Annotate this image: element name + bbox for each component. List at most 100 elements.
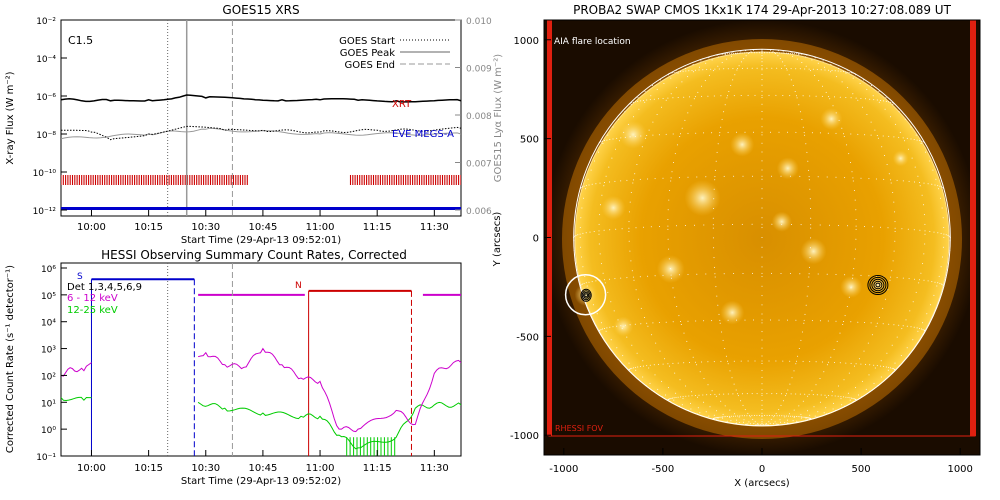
grid-dot xyxy=(817,176,819,178)
grid-dot xyxy=(681,81,683,83)
grid-dot xyxy=(832,391,833,393)
grid-dot xyxy=(761,118,763,120)
grid-dot xyxy=(761,134,763,136)
hessi-x-tick-label: 11:00 xyxy=(306,463,335,474)
grid-dot xyxy=(617,319,619,321)
grid-dot xyxy=(830,64,832,65)
grid-dot xyxy=(703,320,705,322)
grid-dot xyxy=(940,197,941,199)
grid-dot xyxy=(809,247,811,249)
grid-dot xyxy=(747,360,749,362)
grid-dot xyxy=(890,179,892,181)
grid-dot xyxy=(893,368,894,370)
grid-dot xyxy=(633,279,635,281)
grid-dot xyxy=(852,397,854,399)
grid-dot xyxy=(683,96,685,98)
grid-dot xyxy=(838,119,840,121)
grid-dot xyxy=(676,144,678,146)
grid-dot xyxy=(791,224,792,225)
grid-dot xyxy=(880,360,882,362)
grid-dot xyxy=(681,404,683,406)
grid-dot xyxy=(697,91,699,93)
grid-dot xyxy=(694,395,696,396)
grid-dot xyxy=(761,79,763,81)
grid-dot xyxy=(799,273,801,275)
grid-dot xyxy=(900,355,902,357)
grid-dot xyxy=(586,285,588,287)
grid-dot xyxy=(936,285,938,287)
grid-dot xyxy=(941,186,943,188)
grid-dot xyxy=(685,385,687,387)
grid-dot xyxy=(723,53,725,55)
grid-dot xyxy=(680,133,681,135)
grid-dot xyxy=(751,52,753,54)
grid-dot xyxy=(724,405,726,407)
grid-dot xyxy=(806,295,808,297)
grid-dot xyxy=(782,61,784,63)
grid-dot xyxy=(885,366,887,368)
grid-dot xyxy=(725,416,727,418)
grid-dot xyxy=(753,52,755,54)
legend-goes-start: GOES Start xyxy=(339,36,395,47)
grid-dot xyxy=(794,91,796,92)
grid-dot xyxy=(916,139,918,141)
goes-y-tick-label: 10⁻⁶ xyxy=(36,93,56,103)
grid-dot xyxy=(600,329,602,331)
hessi-plot-frame xyxy=(60,262,462,457)
grid-dot xyxy=(631,270,633,272)
grid-dot xyxy=(808,393,810,395)
grid-dot xyxy=(850,162,851,163)
grid-dot xyxy=(925,151,926,153)
grid-dot xyxy=(761,197,763,199)
grid-dot xyxy=(598,223,600,225)
grid-dot xyxy=(687,320,689,322)
grid-dot xyxy=(825,407,827,409)
grid-dot xyxy=(848,372,850,374)
grid-dot xyxy=(672,72,673,74)
grid-dot xyxy=(847,392,849,394)
grid-dot xyxy=(827,132,829,134)
grid-dot xyxy=(732,393,734,395)
grid-dot xyxy=(763,424,765,426)
swap-image xyxy=(544,20,980,455)
grid-dot xyxy=(825,91,827,93)
grid-dot xyxy=(748,415,750,417)
grid-dot xyxy=(883,366,885,367)
grid-dot xyxy=(654,374,656,376)
grid-dot xyxy=(752,272,753,274)
goes-y-tick-label: 10⁻¹² xyxy=(33,207,57,217)
grid-dot xyxy=(922,263,924,265)
active-region-contours xyxy=(867,275,889,295)
grid-dot xyxy=(743,421,744,423)
grid-dot xyxy=(844,315,846,317)
grid-dot xyxy=(672,362,674,364)
grid-dot xyxy=(800,339,802,341)
grid-dot xyxy=(680,396,681,398)
grid-dot xyxy=(723,393,725,395)
grid-dot xyxy=(753,415,755,416)
grid-dot xyxy=(793,409,795,411)
grid-dot xyxy=(730,55,732,57)
goes-y-label-right: GOES15 Lyα Flux (W m⁻²) xyxy=(493,54,504,182)
grid-dot xyxy=(907,228,909,230)
grid-dot xyxy=(690,402,691,404)
grid-dot xyxy=(780,421,781,423)
grid-dot xyxy=(688,70,690,72)
grid-dot xyxy=(643,226,644,228)
grid-dot xyxy=(691,69,693,71)
grid-dot xyxy=(609,229,611,231)
grid-dot xyxy=(670,397,672,399)
goes-x-tick-label: 11:30 xyxy=(420,222,449,233)
grid-dot xyxy=(761,69,763,71)
grid-dot xyxy=(631,102,633,104)
grid-dot xyxy=(919,185,921,187)
grid-dot xyxy=(809,257,811,259)
grid-dot xyxy=(662,274,664,276)
grid-dot xyxy=(828,361,830,363)
grid-dot xyxy=(713,188,715,190)
goes-y-right-tick-label: 0.010 xyxy=(466,17,492,27)
grid-dot xyxy=(797,355,799,357)
grid-dot xyxy=(682,398,684,400)
grid-dot xyxy=(581,186,583,188)
grid-dot xyxy=(796,360,797,362)
